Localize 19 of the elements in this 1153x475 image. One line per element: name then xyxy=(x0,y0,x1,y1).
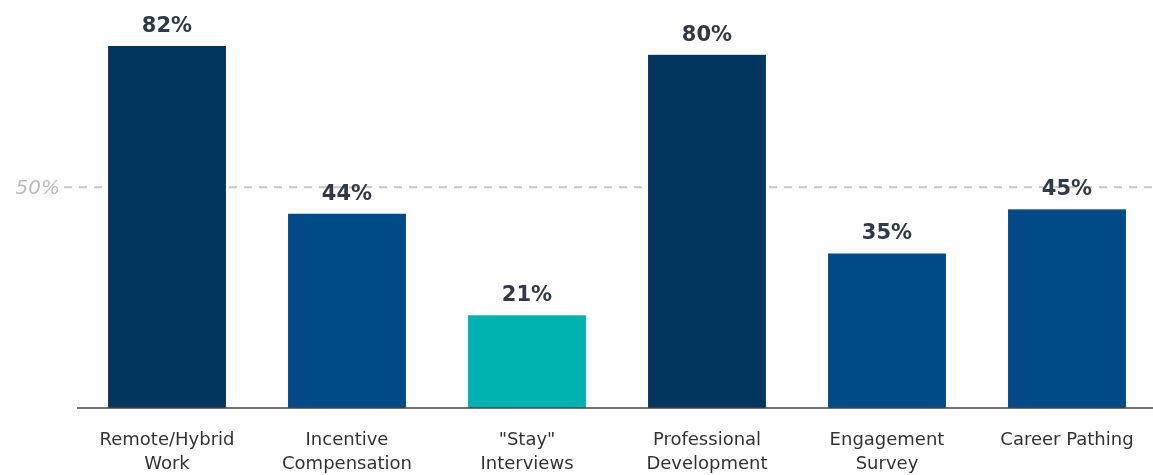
data-label: 21% xyxy=(501,282,553,307)
x-tick-label: "Stay" Interviews xyxy=(480,428,574,473)
bar xyxy=(648,54,766,408)
bar xyxy=(828,253,946,408)
data-label: 35% xyxy=(861,220,913,245)
bar xyxy=(468,315,586,408)
bar xyxy=(288,213,406,408)
x-tick-label: Engagement Survey xyxy=(829,428,945,473)
bar xyxy=(1008,209,1126,408)
data-label: 80% xyxy=(681,21,733,46)
x-tick-label: Incentive Compensation xyxy=(282,428,412,473)
x-tick-label: Professional Development xyxy=(646,428,768,473)
ref-line-label: 50% xyxy=(15,175,60,200)
x-tick-label: Remote/Hybrid Work xyxy=(99,428,235,473)
data-label: 82% xyxy=(141,13,193,37)
data-label: 45% xyxy=(1041,176,1093,201)
bar xyxy=(108,46,226,408)
data-label: 44% xyxy=(321,180,373,205)
x-tick-label: Career Pathing xyxy=(1000,428,1134,449)
